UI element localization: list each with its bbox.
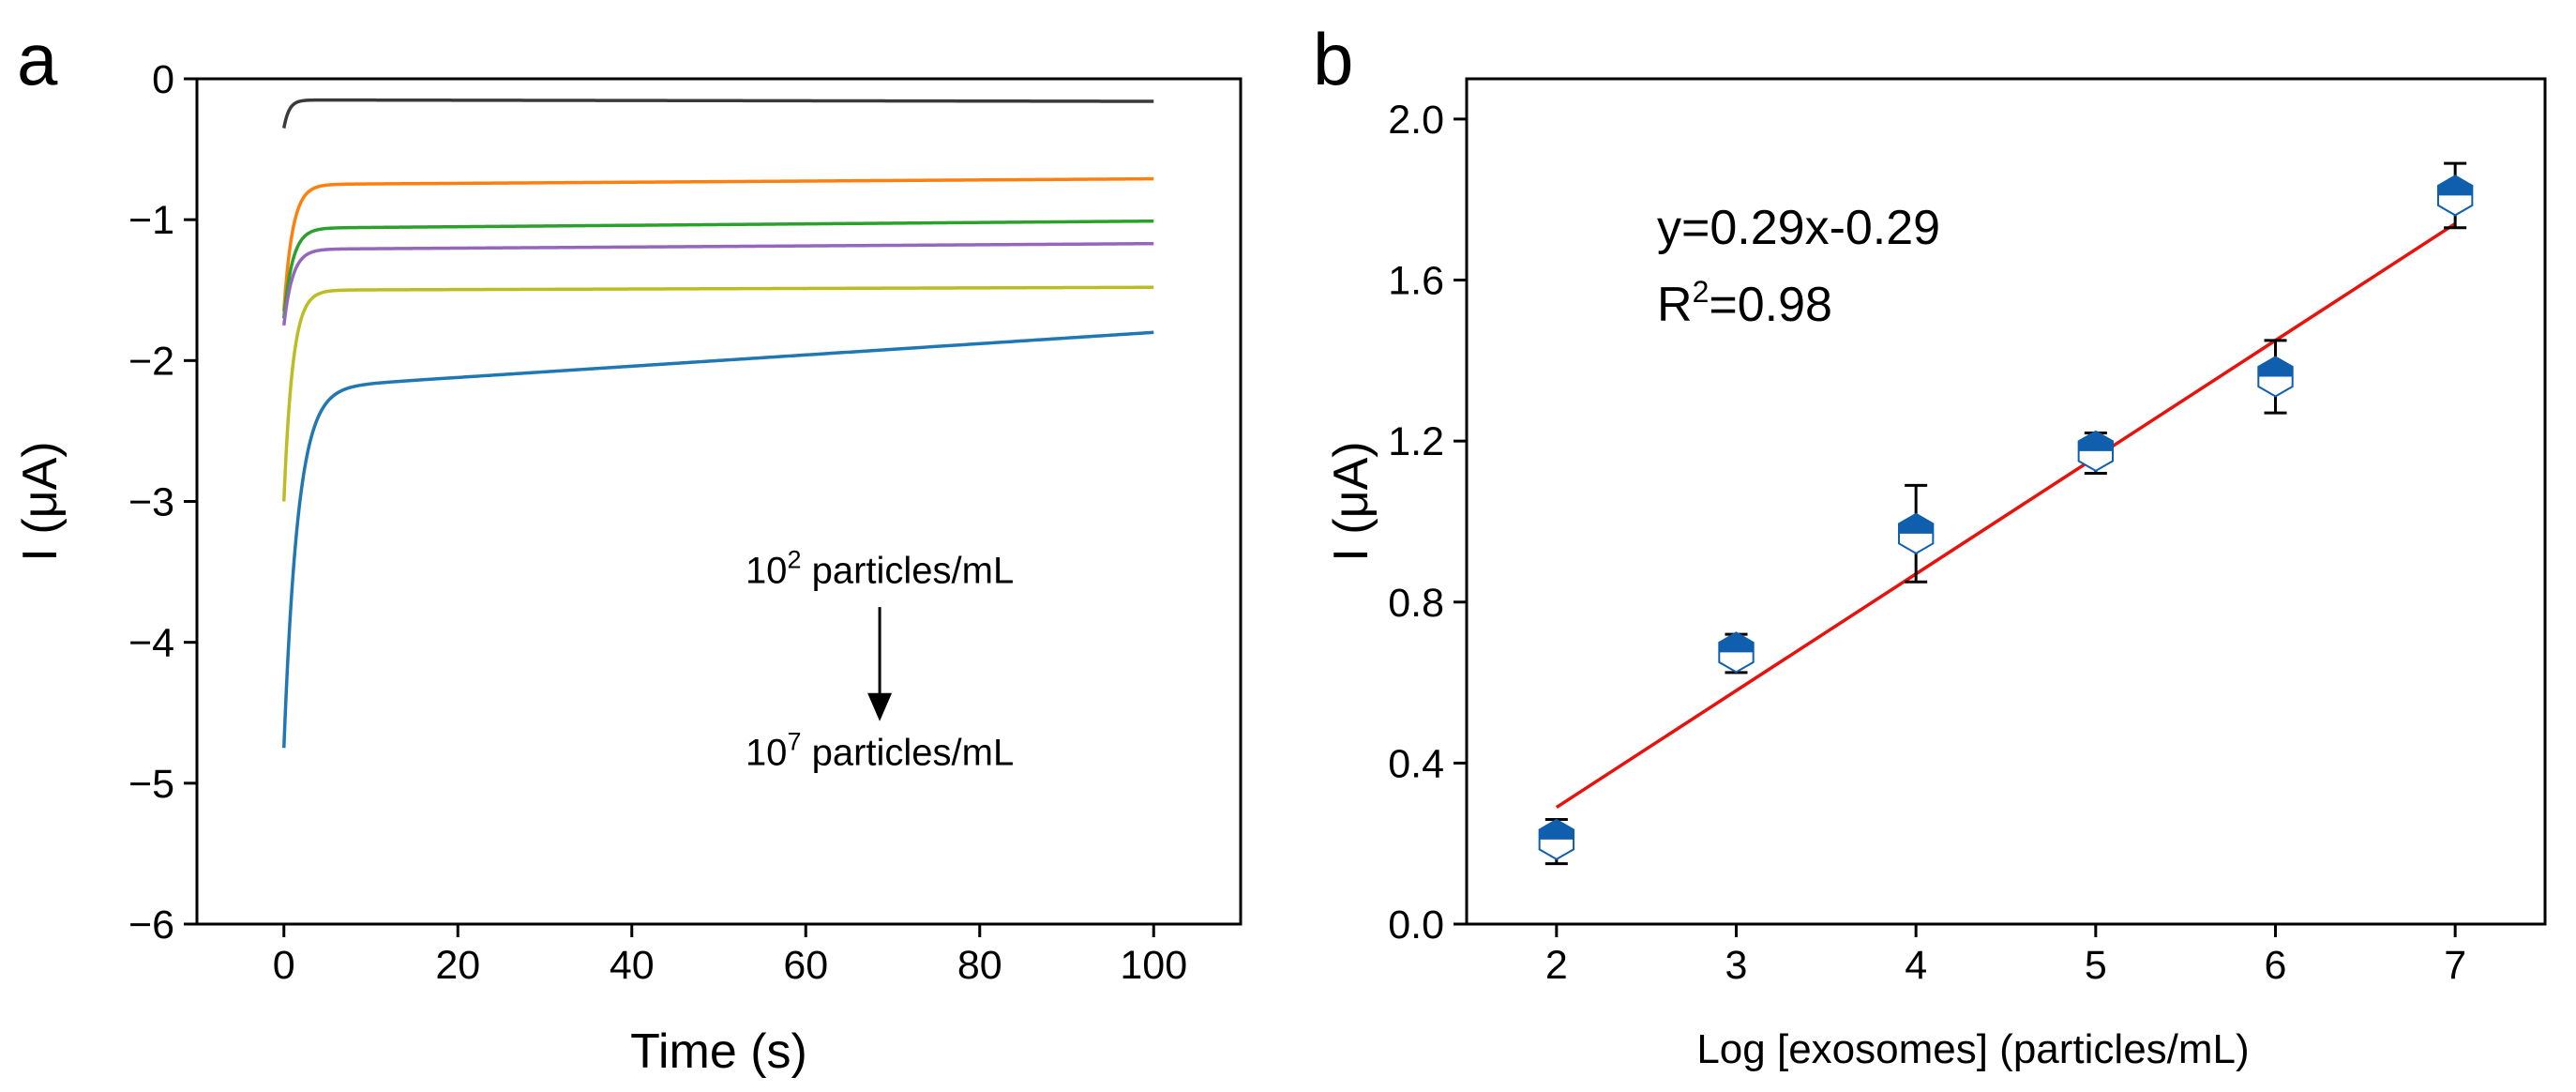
data-point-fill [1539,819,1574,840]
r2-exp: 2 [1693,275,1710,309]
x-tick-label: 5 [2085,943,2107,988]
annotation-top-base: 10 [746,551,788,592]
x-tick-label: 2 [1545,943,1568,988]
panel-a-chart: 0 20 40 60 80 100 0 −1 −2 −3 −4 −5 −6 Time (s) I (μA) 1… [13,57,1243,1079]
data-point-fill [2437,175,2473,196]
data-point-fill [1898,513,1934,534]
y-tick-label: −5 [128,762,174,807]
fit-equation: y=0.29x-0.29 [1657,201,1940,255]
fit-r-squared: R2=0.98 [1657,275,1832,332]
x-tick-label: 0 [273,943,295,988]
series-line-2 [282,219,1154,319]
data-point-fill [1719,632,1754,653]
annotation-bottom-unit: particles/mL [801,732,1014,773]
series-line-0 [282,98,1154,129]
annotation-bottom: 107 particles/mL [746,727,1014,773]
y-tick-label: −6 [128,902,174,948]
r2-prefix: R [1657,278,1693,332]
r2-value: =0.98 [1709,278,1832,332]
annotation-bottom-exp: 7 [787,727,801,755]
plot-frame [195,77,1243,926]
y-tick-label: −1 [128,198,174,243]
annotation-arrow-head [867,692,893,721]
panel-b-chart: 2 3 4 5 6 7 0.0 0.4 0.8 1.2 1.6 2.0 Log [exosomes] (… [1324,77,2547,1072]
series-line-4 [282,285,1154,502]
y-tick-label: −3 [128,480,174,525]
fit-line [1555,221,2457,810]
y-tick-label: 1.6 [1388,259,1444,304]
x-tick-label: 100 [1120,943,1187,988]
x-tick-label: 7 [2444,943,2466,988]
data-point-fill [2258,356,2293,377]
x-tick-label: 80 [957,943,1002,988]
x-tick-label: 3 [1725,943,1748,988]
y-tick-label: −2 [128,339,174,384]
x-axis-label: Time (s) [630,1024,807,1079]
series-line-5 [282,330,1154,749]
x-tick-label: 60 [783,943,828,988]
series-line-3 [282,241,1154,326]
annotation-top: 102 particles/mL [746,546,1014,592]
panel-b-letter: b [1313,18,1353,100]
y-tick-label: −4 [128,621,174,666]
series-line-1 [282,176,1154,311]
x-tick-label: 4 [1905,943,1927,988]
y-tick-label: 1.2 [1388,419,1444,464]
y-axis-label: I (μA) [1324,441,1378,561]
x-tick-label: 20 [435,943,480,988]
x-tick-label: 6 [2265,943,2287,988]
x-axis-label: Log [exosomes] (particles/mL) [1696,1026,2249,1072]
data-point-fill [2078,431,2114,451]
x-tick-label: 40 [610,943,655,988]
annotation-top-exp: 2 [787,546,801,574]
panel-a-letter: a [17,18,58,100]
plot-frame [1465,77,2547,926]
y-tick-label: 2.0 [1388,98,1444,143]
y-tick-label: 0 [152,57,174,102]
y-tick-label: 0.8 [1388,581,1444,626]
y-tick-label: 0.0 [1388,902,1444,948]
annotation-bottom-base: 10 [746,732,788,773]
y-tick-label: 0.4 [1388,741,1444,786]
annotation-top-unit: particles/mL [801,551,1014,592]
y-axis-label: I (μA) [13,441,68,561]
